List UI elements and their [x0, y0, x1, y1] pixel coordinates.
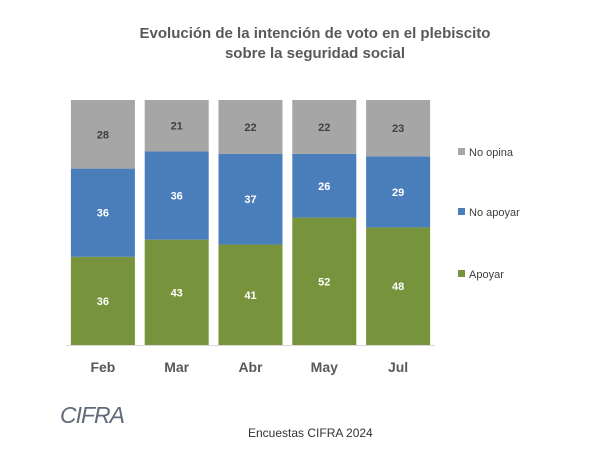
data-label-apoyar-jul: 48	[392, 281, 404, 293]
bar-apoyar-mar	[144, 239, 209, 345]
legend-label-apoyar: Apoyar	[469, 269, 504, 281]
bar-no-apoyar-jul	[366, 156, 431, 228]
bar-apoyar-may	[292, 217, 357, 345]
bar-no-opina-abr	[218, 100, 283, 154]
legend-swatch-apoyar	[458, 270, 465, 277]
legend-swatch-no-apoyar	[458, 208, 465, 215]
data-label-no-apoyar-mar: 36	[171, 191, 183, 203]
bar-apoyar-abr	[218, 244, 283, 345]
data-label-apoyar-mar: 43	[171, 287, 183, 299]
data-label-apoyar-may: 52	[318, 276, 330, 288]
chart-title: Evolución de la intención de voto en el …	[100, 24, 530, 64]
x-tick-may: May	[311, 359, 338, 375]
legend-swatch-no-opina	[458, 148, 465, 155]
chart-title-line-1: Evolución de la intención de voto en el …	[139, 25, 491, 42]
bar-no-opina-jul	[366, 100, 431, 157]
data-label-no-opina-jul: 23	[392, 123, 404, 135]
data-label-no-apoyar-abr: 37	[244, 194, 256, 206]
x-tick-labels: Feb Mar Abr May Jul	[90, 359, 408, 375]
bar-apoyar-feb	[70, 256, 135, 345]
x-tick-feb: Feb	[90, 359, 115, 375]
data-label-apoyar-feb: 36	[97, 296, 109, 308]
legend-label-no-opina: No opina	[469, 147, 514, 159]
bar-no-opina-may	[292, 100, 357, 154]
x-tick-mar: Mar	[164, 359, 189, 375]
bar-apoyar-jul	[366, 227, 431, 345]
data-label-no-opina-abr: 22	[244, 122, 256, 134]
data-label-no-apoyar-jul: 29	[392, 187, 404, 199]
legend-label-no-apoyar: No apoyar	[469, 207, 520, 219]
x-tick-abr: Abr	[238, 359, 263, 375]
bar-no-apoyar-feb	[70, 168, 135, 257]
bar-no-opina-feb	[70, 100, 135, 169]
data-label-no-apoyar-may: 26	[318, 181, 330, 193]
bar-no-opina-mar	[144, 100, 209, 152]
data-label-apoyar-abr: 41	[244, 290, 256, 302]
bar-no-apoyar-abr	[218, 153, 283, 245]
bar-no-apoyar-may	[292, 153, 357, 218]
x-tick-jul: Jul	[388, 359, 408, 375]
cifra-logo: CIFRA	[60, 402, 125, 428]
data-label-no-opina-feb: 28	[97, 129, 109, 141]
data-label-no-opina-may: 22	[318, 122, 330, 134]
chart-title-line-2: sobre la seguridad social	[224, 45, 406, 62]
data-label-no-apoyar-feb: 36	[97, 208, 109, 220]
source-note: Encuestas CIFRA 2024	[248, 426, 373, 440]
bars-group: 36 36 28 43 36 21 41 37 22 52 26 22 48 29 23	[70, 100, 431, 345]
bar-no-apoyar-mar	[144, 151, 209, 240]
data-label-no-opina-mar: 21	[171, 121, 183, 133]
legend: No opina No apoyar Apoyar	[458, 147, 520, 281]
